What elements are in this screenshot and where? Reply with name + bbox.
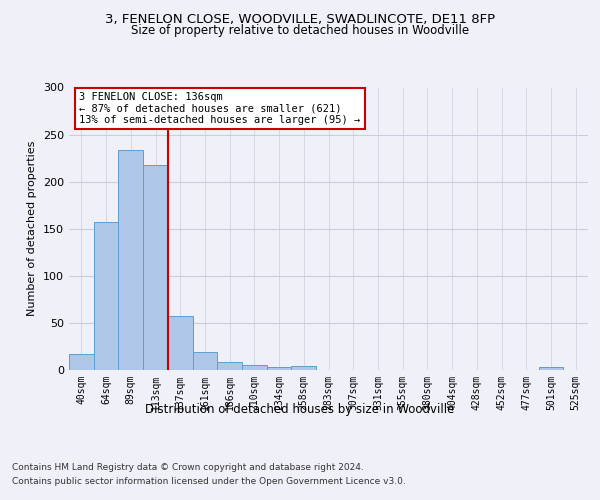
Bar (242, 366, 267, 370)
Text: Distribution of detached houses by size in Woodville: Distribution of detached houses by size … (145, 402, 455, 415)
Bar (539, 367, 563, 370)
Bar (193, 352, 217, 370)
Text: Contains HM Land Registry data © Crown copyright and database right 2024.: Contains HM Land Registry data © Crown c… (12, 462, 364, 471)
Bar (292, 366, 316, 370)
Bar (267, 367, 292, 370)
Bar (168, 316, 193, 370)
Y-axis label: Number of detached properties: Number of detached properties (28, 141, 37, 316)
Bar (94, 222, 118, 370)
Bar (217, 362, 242, 370)
Bar (69, 354, 94, 370)
Bar (143, 164, 168, 370)
Text: 3 FENELON CLOSE: 136sqm
← 87% of detached houses are smaller (621)
13% of semi-d: 3 FENELON CLOSE: 136sqm ← 87% of detache… (79, 92, 361, 125)
Text: Contains public sector information licensed under the Open Government Licence v3: Contains public sector information licen… (12, 478, 406, 486)
Text: Size of property relative to detached houses in Woodville: Size of property relative to detached ho… (131, 24, 469, 37)
Text: 3, FENELON CLOSE, WOODVILLE, SWADLINCOTE, DE11 8FP: 3, FENELON CLOSE, WOODVILLE, SWADLINCOTE… (105, 12, 495, 26)
Bar (118, 150, 143, 370)
